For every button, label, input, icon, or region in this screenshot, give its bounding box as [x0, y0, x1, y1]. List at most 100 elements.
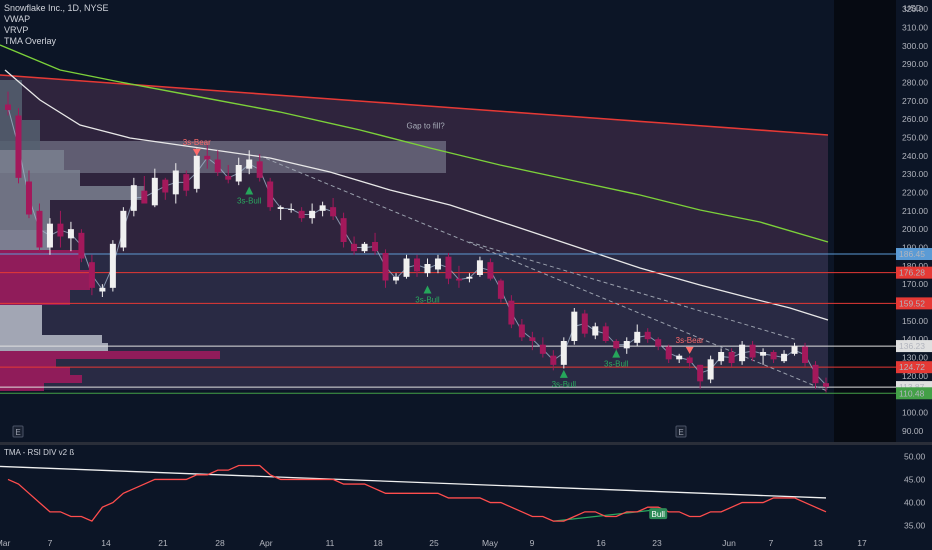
candle-body — [172, 170, 179, 195]
candle-body — [455, 278, 462, 281]
candle-body — [602, 326, 609, 341]
price-level-tag-label: 124.72 — [899, 362, 925, 372]
volume-profile-bar — [0, 335, 102, 343]
volume-profile-bar — [0, 343, 108, 351]
candle-body — [57, 223, 64, 237]
volume-profile-bar — [0, 270, 90, 290]
candle-body — [214, 159, 221, 173]
candle-body — [634, 331, 641, 343]
bull-signal-label: 3s-Bull — [552, 380, 577, 389]
date-tick-label: May — [482, 538, 499, 548]
indicator-tma-overlay[interactable]: TMA Overlay — [4, 36, 57, 46]
earnings-marker-label: E — [15, 428, 20, 437]
price-tick-label: 180.00 — [902, 261, 928, 271]
candle-body — [109, 243, 116, 288]
candle-body — [560, 341, 567, 365]
price-tick-label: 170.00 — [902, 279, 928, 289]
candle-body — [812, 364, 819, 384]
candle-body — [592, 326, 599, 336]
date-tick-label: 17 — [857, 538, 867, 548]
candle-body — [277, 207, 284, 209]
price-tick-label: 280.00 — [902, 78, 928, 88]
bear-signal-label: 3s-Bear — [183, 138, 211, 147]
candle-body — [487, 262, 494, 279]
rsi-bull-badge-label: Bull — [652, 510, 666, 519]
candle-body — [298, 210, 305, 219]
candle-body — [571, 311, 578, 341]
trendline-dashed — [469, 241, 795, 340]
price-tick-label: 270.00 — [902, 96, 928, 106]
rsi-bull-divergence-line — [553, 508, 659, 522]
candle-body — [445, 256, 452, 279]
candle-body — [309, 210, 316, 219]
volume-profile-bar — [0, 375, 82, 383]
candle-body — [823, 383, 829, 387]
price-tick-label: 190.00 — [902, 243, 928, 253]
rsi-tick-label: 40.00 — [904, 498, 926, 508]
candle-body — [340, 218, 347, 242]
date-tick-label: 21 — [158, 538, 168, 548]
candle-body — [791, 346, 798, 354]
candle-body — [781, 353, 788, 362]
symbol-title[interactable]: Snowflake Inc., 1D, NYSE — [4, 3, 109, 13]
date-tick-label: 7 — [48, 538, 53, 548]
candle-body — [508, 300, 515, 325]
bull-signal-marker — [423, 285, 432, 294]
candle-body — [686, 357, 693, 363]
candle-body — [802, 346, 809, 363]
candle-body — [739, 344, 746, 362]
price-tick-label: 200.00 — [902, 224, 928, 234]
price-tick-label: 140.00 — [902, 334, 928, 344]
candle-body — [728, 352, 735, 363]
candle-body — [120, 210, 127, 248]
sma-green-line — [0, 44, 829, 243]
indicator-vwap[interactable]: VWAP — [4, 14, 31, 24]
candle-body — [351, 243, 358, 252]
date-tick-label: 11 — [326, 538, 335, 548]
indicator-vrvp[interactable]: VRVP — [4, 25, 29, 35]
volume-profile-bar — [0, 351, 220, 359]
candle-body — [393, 276, 400, 281]
candle-body — [476, 260, 483, 275]
price-level-tag-label: 159.52 — [899, 298, 925, 308]
bull-signal-marker — [559, 369, 568, 378]
bull-signal-label: 3s-Bull — [237, 197, 262, 206]
candle-body — [749, 344, 756, 358]
date-tick-label: Apr — [259, 538, 272, 548]
rsi-indicator-title[interactable]: TMA - RSI DIV v2 ß — [4, 448, 75, 457]
volume-profile-bar — [0, 230, 50, 250]
candle-body — [319, 205, 326, 211]
date-tick-label: 14 — [101, 538, 111, 548]
price-tick-label: 90.00 — [902, 426, 924, 436]
candle-body — [760, 352, 767, 356]
price-level-tag — [896, 248, 932, 261]
bull-signal-marker — [612, 349, 621, 358]
price-tick-label: 250.00 — [902, 133, 928, 143]
date-tick-label: 13 — [813, 538, 823, 548]
volume-profile-bar — [0, 305, 42, 335]
candle-body — [382, 253, 389, 281]
rsi-trendline — [0, 465, 827, 499]
candle-body — [267, 181, 274, 208]
price-level-tag-label: 176.28 — [899, 268, 925, 278]
candle-body — [497, 280, 504, 299]
candle-body — [613, 341, 620, 349]
date-tick-label: 16 — [596, 538, 606, 548]
price-level-tag — [896, 361, 932, 374]
gap-note-label: Gap to fill? — [407, 121, 446, 130]
price-tick-label: 230.00 — [902, 169, 928, 179]
candle-body — [665, 346, 672, 360]
future-area — [834, 0, 896, 442]
sma-white-line — [4, 69, 829, 321]
price-tick-label: 210.00 — [902, 206, 928, 216]
candle-body — [623, 341, 630, 349]
price-tick-label: 220.00 — [902, 188, 928, 198]
price-tick-label: 300.00 — [902, 41, 928, 51]
candle-body — [25, 181, 32, 215]
price-tick-label: 240.00 — [902, 151, 928, 161]
volume-profile-bar — [0, 186, 145, 200]
candle-body — [676, 355, 683, 360]
rsi-tick-label: 50.00 — [904, 451, 926, 461]
